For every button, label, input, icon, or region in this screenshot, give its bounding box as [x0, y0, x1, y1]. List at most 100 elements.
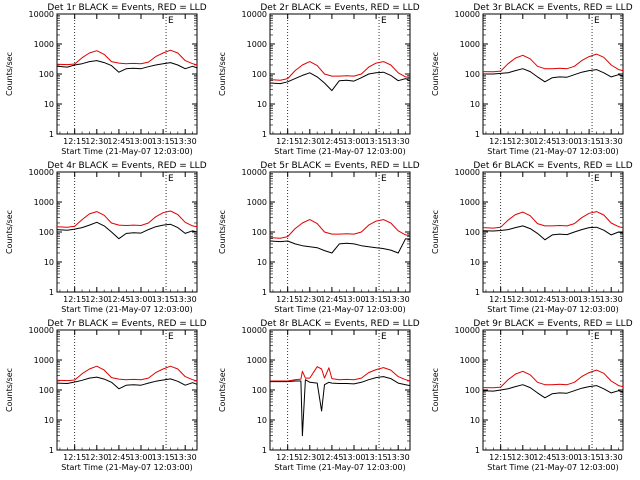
- y-tick-label: 10000: [29, 10, 54, 19]
- y-tick-label: 100: [252, 228, 267, 237]
- x-tick-label: 13:15: [152, 453, 175, 462]
- plot-frame: [482, 171, 624, 293]
- y-tick-label: 1: [262, 288, 267, 297]
- x-tick-label: 12:45: [533, 137, 556, 146]
- x-tick-label: 12:30: [298, 137, 321, 146]
- x-tick-label: 12:15: [489, 295, 512, 304]
- chart-panel-9: Det 9r BLACK = Events, RED = LLD 1 10 100 10…: [431, 319, 633, 472]
- y-tick-label: 10000: [29, 326, 54, 335]
- x-tick-label: 12:15: [276, 137, 299, 146]
- chart-panel-7: Det 7r BLACK = Events, RED = LLD 1 10 100 10…: [5, 319, 207, 472]
- y-tick-label: 10000: [242, 10, 267, 19]
- chart-panel-6: Det 6r BLACK = Events, RED = LLD 1 10 100 10…: [431, 161, 633, 314]
- e-marker-label: E: [594, 332, 600, 342]
- events-series-line: [56, 221, 198, 240]
- y-axis-label: Counts/sec: [431, 210, 440, 254]
- y-tick-label: 1: [49, 446, 54, 455]
- x-axis-label: Start Time (21-May-07 12:03:00): [487, 305, 618, 314]
- y-tick-label: 1: [262, 446, 267, 455]
- y-tick-label: 10000: [455, 10, 480, 19]
- x-tick-label: 12:30: [298, 295, 321, 304]
- e-marker-label: E: [381, 16, 387, 26]
- x-tick-label: 13:00: [342, 453, 365, 462]
- x-tick-label: 13:30: [174, 453, 197, 462]
- lld-series-line: [56, 210, 198, 228]
- x-tick-label: 13:15: [365, 137, 388, 146]
- y-tick-label: 100: [252, 70, 267, 79]
- x-tick-label: 12:45: [533, 453, 556, 462]
- x-tick-label: 12:30: [511, 453, 534, 462]
- x-tick-label: 13:00: [555, 137, 578, 146]
- y-tick-label: 1000: [34, 356, 54, 365]
- x-tick-label: 13:15: [152, 295, 175, 304]
- events-series-line: [482, 225, 624, 241]
- y-tick-label: 10000: [455, 168, 480, 177]
- y-tick-label: 1: [475, 130, 480, 139]
- y-tick-label: 1: [49, 130, 54, 139]
- e-marker-label: E: [381, 174, 387, 184]
- chart-panel-2: Det 2r BLACK = Events, RED = LLD 1 10 100 10…: [218, 3, 420, 156]
- plot-frame: [269, 13, 411, 135]
- y-axis-label: Counts/sec: [5, 210, 14, 254]
- lld-series-line: [56, 365, 198, 382]
- lld-series-line: [482, 211, 624, 229]
- y-tick-label: 100: [39, 70, 54, 79]
- e-marker-label: E: [594, 16, 600, 26]
- plot-frame: [269, 329, 411, 451]
- x-tick-label: 13:15: [578, 295, 601, 304]
- chart-title: Det 5r BLACK = Events, RED = LLD: [260, 161, 419, 171]
- events-series-line: [56, 376, 198, 390]
- x-tick-label: 12:15: [63, 453, 86, 462]
- x-tick-label: 13:15: [578, 137, 601, 146]
- x-tick-label: 12:15: [489, 137, 512, 146]
- x-tick-label: 13:00: [129, 453, 152, 462]
- y-tick-label: 1000: [247, 198, 267, 207]
- y-tick-label: 10: [257, 416, 267, 425]
- x-tick-label: 13:15: [578, 453, 601, 462]
- y-tick-label: 1000: [34, 40, 54, 49]
- x-tick-label: 13:00: [555, 453, 578, 462]
- y-axis-label: Counts/sec: [218, 210, 227, 254]
- y-tick-label: 100: [39, 386, 54, 395]
- y-tick-label: 10000: [455, 326, 480, 335]
- x-tick-label: 12:30: [85, 137, 108, 146]
- y-tick-label: 10: [257, 258, 267, 267]
- lld-series-line: [482, 369, 624, 389]
- chart-panel-3: Det 3r BLACK = Events, RED = LLD 1 10 100 10…: [431, 3, 633, 156]
- x-axis-label: Start Time (21-May-07 12:03:00): [61, 147, 192, 156]
- y-tick-label: 1000: [460, 356, 480, 365]
- y-axis-label: Counts/sec: [218, 52, 227, 96]
- x-tick-label: 12:45: [107, 137, 130, 146]
- x-tick-label: 13:00: [342, 295, 365, 304]
- y-tick-label: 1: [262, 130, 267, 139]
- x-tick-label: 13:00: [129, 137, 152, 146]
- plot-frame: [269, 171, 411, 293]
- x-tick-label: 12:15: [63, 295, 86, 304]
- y-tick-label: 10: [44, 100, 54, 109]
- x-tick-label: 12:30: [511, 295, 534, 304]
- x-tick-label: 12:30: [298, 453, 321, 462]
- chart-panel-5: Det 5r BLACK = Events, RED = LLD 1 10 100 10…: [218, 161, 420, 314]
- y-tick-label: 1000: [34, 198, 54, 207]
- lld-series-line: [270, 366, 411, 382]
- y-tick-label: 1000: [460, 198, 480, 207]
- chart-title: Det 1r BLACK = Events, RED = LLD: [47, 3, 206, 13]
- chart-title: Det 8r BLACK = Events, RED = LLD: [260, 319, 419, 329]
- chart-panel-4: Det 4r BLACK = Events, RED = LLD 1 10 100 10…: [5, 161, 207, 314]
- x-tick-label: 12:15: [489, 453, 512, 462]
- x-tick-label: 12:45: [320, 295, 343, 304]
- e-marker-label: E: [381, 332, 387, 342]
- e-marker-label: E: [168, 174, 174, 184]
- events-series-line: [270, 376, 411, 437]
- y-tick-label: 10: [470, 100, 480, 109]
- x-tick-label: 13:30: [600, 295, 623, 304]
- x-tick-label: 13:15: [152, 137, 175, 146]
- x-tick-label: 13:30: [174, 137, 197, 146]
- y-tick-label: 100: [252, 386, 267, 395]
- x-tick-label: 13:30: [174, 295, 197, 304]
- x-tick-label: 12:30: [85, 453, 108, 462]
- events-series-line: [482, 384, 624, 399]
- y-tick-label: 1: [475, 288, 480, 297]
- chart-title: Det 4r BLACK = Events, RED = LLD: [47, 161, 206, 171]
